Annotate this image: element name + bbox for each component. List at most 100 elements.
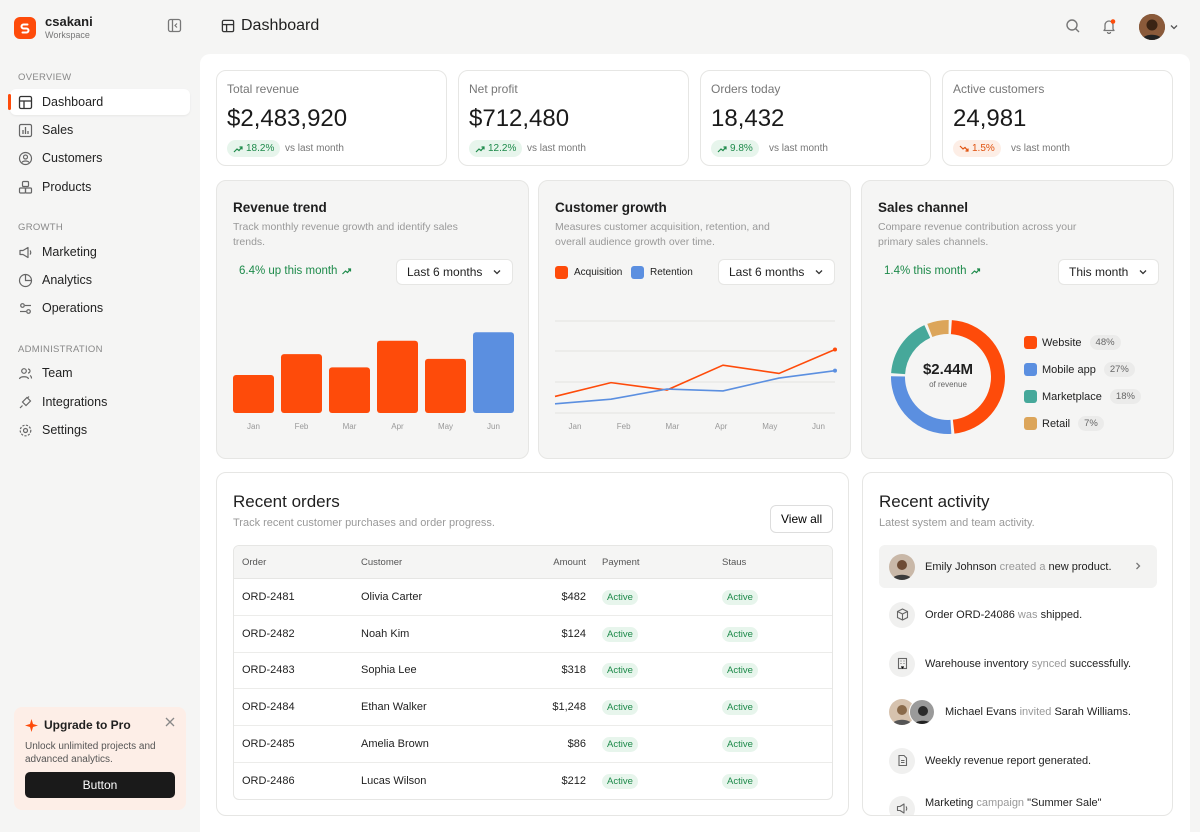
sidebar-item-label: Team (42, 366, 73, 380)
table-row[interactable]: ORD-2484 Ethan Walker $1,248 Active Active (234, 689, 832, 727)
table-row[interactable]: ORD-2483 Sophia Lee $318 Active Active (234, 653, 832, 690)
section-administration: ADMINISTRATION (18, 344, 103, 355)
customer-name: Noah Kim (361, 627, 410, 640)
legend-label: Retail (1042, 417, 1071, 430)
sidebar-item-products[interactable]: Products (10, 174, 190, 200)
recent-activity-card: Recent activity Latest system and team a… (862, 472, 1173, 816)
range-dropdown[interactable]: Last 6 months (396, 259, 514, 285)
x-tick-label: Mar (666, 422, 680, 431)
activity-item[interactable]: Warehouse inventory synced successfully. (879, 642, 1157, 685)
kpi-value: $712,480 (469, 105, 570, 132)
bar (377, 340, 418, 413)
user-circle-icon (18, 151, 33, 165)
upgrade-button[interactable]: Button (25, 772, 175, 798)
sidebar-item-label: Dashboard (42, 95, 104, 109)
customer-name: Olivia Carter (361, 590, 423, 603)
card-description: Track recent customer purchases and orde… (233, 517, 495, 529)
view-all-button[interactable]: View all (770, 505, 834, 533)
sidebar-item-label: Sales (42, 123, 74, 137)
kpi-label: Total revenue (227, 82, 300, 96)
bell-icon[interactable] (1101, 18, 1117, 34)
table-row[interactable]: ORD-2486 Lucas Wilson $212 Active Active (234, 763, 832, 799)
upgrade-card: Upgrade to Pro Unlock unlimited projects… (14, 707, 186, 810)
chevron-right-icon (1136, 562, 1141, 570)
sidebar-item-sales[interactable]: Sales (10, 117, 190, 143)
sidebar-item-customers[interactable]: Customers (10, 145, 190, 171)
avatar[interactable] (1139, 14, 1165, 40)
bar (329, 367, 370, 413)
table-row[interactable]: ORD-2482 Noah Kim $124 Active Active (234, 616, 832, 653)
activity-item[interactable]: Order ORD-24086 was shipped. (879, 593, 1157, 636)
range-dropdown[interactable]: Last 6 months (718, 259, 836, 285)
customer-name: Amelia Brown (361, 738, 429, 751)
activity-item[interactable]: Weekly revenue report generated. (879, 739, 1157, 782)
amount: $124 (561, 627, 586, 640)
x-tick-label: Jan (569, 422, 582, 431)
sidebar-item-operations[interactable]: Operations (10, 295, 190, 321)
sidebar-item-team[interactable]: Team (10, 360, 190, 386)
range-dropdown[interactable]: This month (1058, 259, 1160, 285)
sidebar-collapse-icon[interactable] (167, 18, 182, 33)
donut-center-label: of revenue (929, 380, 967, 389)
amount: $212 (561, 775, 586, 788)
status-badge: Active (722, 589, 758, 605)
close-icon[interactable] (165, 717, 175, 727)
section-growth: GROWTH (18, 222, 64, 233)
sidebar-item-analytics[interactable]: Analytics (10, 267, 190, 293)
sidebar-item-settings[interactable]: Settings (10, 417, 190, 443)
status-badge: Active (722, 626, 758, 642)
payment-badge: Active (602, 663, 638, 679)
brand[interactable]: csakani Workspace (14, 14, 93, 41)
sidebar-item-integrations[interactable]: Integrations (10, 389, 190, 415)
legend-percent: 27% (1103, 362, 1135, 377)
status-badge: Active (722, 737, 758, 753)
channel-stat: 1.4% this month (884, 265, 981, 277)
legend-swatch (631, 266, 644, 279)
card-description: Measures customer acquisition, retention… (555, 221, 770, 248)
card-title: Revenue trend (233, 200, 327, 215)
bar (233, 375, 274, 413)
orders-table: Order Customer Amount Payment Staus ORD-… (233, 545, 833, 800)
legend-acquisition: Acquisition (555, 266, 622, 279)
card-description: Track monthly revenue growth and identif… (233, 221, 458, 248)
sidebar-item-dashboard[interactable]: Dashboard (8, 89, 190, 115)
activity-item[interactable]: Michael Evans invited Sarah Williams. (879, 690, 1157, 733)
legend-swatch (1024, 417, 1037, 430)
payment-badge: Active (602, 774, 638, 790)
x-tick-label: Jun (487, 422, 500, 431)
sidebar-item-label: Analytics (42, 273, 93, 287)
brand-subtitle: Workspace (45, 30, 90, 40)
table-row[interactable]: ORD-2485 Amelia Brown $86 Active Active (234, 726, 832, 763)
bar-chart-icon (18, 123, 33, 137)
sidebar-item-marketing[interactable]: Marketing (10, 239, 190, 265)
status-badge: Active (722, 663, 758, 679)
avatar (889, 698, 915, 725)
search-icon[interactable] (1065, 18, 1081, 34)
kpi-card: Total revenue $2,483,920 18.2% vs last m… (216, 70, 447, 166)
kpi-label: Orders today (711, 82, 781, 96)
upgrade-title: Upgrade to Pro (44, 718, 131, 732)
trend-up-icon (233, 145, 243, 152)
customer-name: Lucas Wilson (361, 775, 427, 788)
chevron-down-icon[interactable] (1169, 22, 1179, 32)
legend-percent: 48% (1089, 335, 1121, 350)
legend-swatch (555, 266, 568, 279)
card-title: Customer growth (555, 200, 667, 215)
donut-center-value: $2.44M (922, 361, 974, 378)
legend-swatch (1024, 390, 1037, 403)
document-icon (889, 747, 915, 774)
kpi-vs-text: vs last month (285, 143, 344, 154)
card-description: Compare revenue contribution across your… (878, 221, 1077, 248)
sliders-icon (20, 302, 31, 314)
table-row[interactable]: ORD-2481 Olivia Carter $482 Active Active (234, 579, 832, 616)
x-tick-label: Jun (812, 422, 825, 431)
trend-up-icon (475, 145, 485, 152)
legend-swatch (1024, 336, 1037, 349)
sidebar-item-label: Operations (42, 301, 104, 315)
activity-item[interactable]: Emily Johnson created a new product. (879, 545, 1157, 588)
table-header: Order Customer Amount Payment Staus (234, 546, 832, 579)
legend-label: Website (1042, 336, 1082, 349)
activity-item[interactable]: Marketing campaign "Summer Sale" (879, 787, 1157, 815)
plug-icon (19, 395, 32, 408)
x-tick-label: Apr (715, 422, 728, 431)
